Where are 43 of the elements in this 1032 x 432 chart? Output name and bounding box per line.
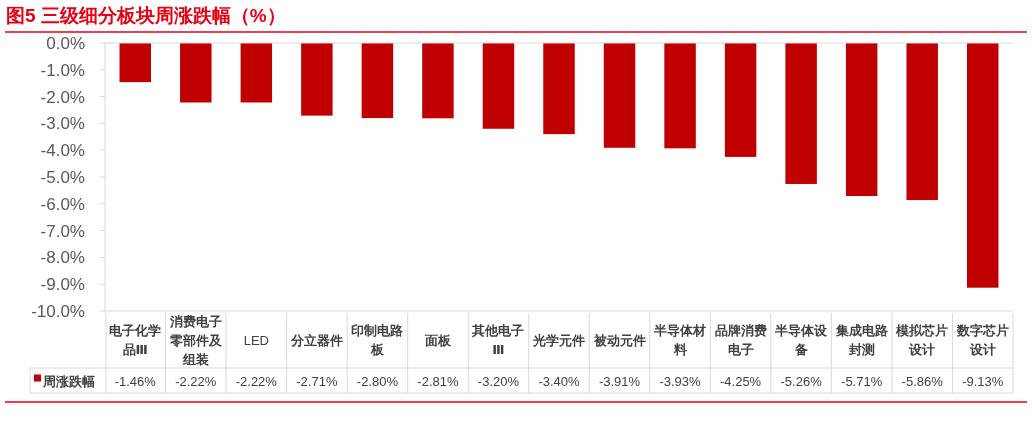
y-tick-label: 0.0%: [46, 34, 85, 53]
data-label: -5.71%: [841, 373, 883, 389]
x-tick-label: 消费电子零部件及组装: [168, 313, 223, 367]
data-label: -4.25%: [720, 373, 762, 389]
y-tick-label: -3.0%: [40, 114, 85, 134]
data-label: -2.22%: [175, 373, 217, 389]
y-tick-label: -4.0%: [40, 141, 85, 161]
x-tick-label: 集成电路封测: [834, 323, 888, 357]
chart-title: 图5 三级细分板块周涨跌幅（%）: [6, 5, 286, 26]
x-tick-label: 电子化学品Ⅲ: [109, 323, 162, 357]
legend-label: 周涨跌幅: [42, 373, 95, 389]
y-tick-label: -6.0%: [40, 194, 85, 214]
x-tick-label: 模拟芯片设计: [895, 323, 949, 357]
data-label: -9.13%: [962, 373, 1004, 389]
x-tick-label: 数字芯片设计: [955, 323, 1009, 357]
y-tick-label: -1.0%: [40, 60, 85, 80]
x-tick-label: 分立器件: [289, 332, 343, 348]
data-label: -3.20%: [477, 373, 520, 389]
y-tick-label: -8.0%: [40, 248, 85, 268]
data-label: -2.80%: [356, 373, 399, 389]
x-tick-label: 被动元件: [592, 332, 646, 348]
data-label: -2.22%: [235, 373, 278, 389]
x-tick-label: 品牌消费电子: [714, 323, 767, 357]
data-label: -1.46%: [114, 373, 157, 389]
data-label: -2.81%: [417, 373, 459, 389]
data-label: -3.93%: [659, 373, 702, 389]
y-tick-label: -10.0%: [31, 302, 85, 321]
x-tick-label: 其他电子Ⅲ: [471, 323, 525, 357]
data-label: -5.26%: [780, 373, 823, 389]
x-tick-label: 印制电路板: [351, 323, 404, 357]
x-tick-label: 半导体材料: [653, 323, 707, 357]
y-tick-label: -5.0%: [40, 168, 85, 187]
x-tick-label: LED: [243, 332, 269, 348]
data-label: -2.71%: [296, 373, 338, 389]
data-label: -5.86%: [901, 373, 944, 389]
x-tick-label: 面板: [423, 332, 452, 348]
x-tick-label: 半导体设备: [774, 323, 829, 357]
y-tick-label: -9.0%: [40, 275, 85, 295]
y-tick-label: -2.0%: [40, 87, 85, 107]
data-label: -3.40%: [538, 373, 581, 389]
y-tick-label: -7.0%: [40, 221, 85, 241]
data-label: -3.91%: [598, 373, 641, 389]
x-tick-label: 光学元件: [532, 332, 585, 348]
